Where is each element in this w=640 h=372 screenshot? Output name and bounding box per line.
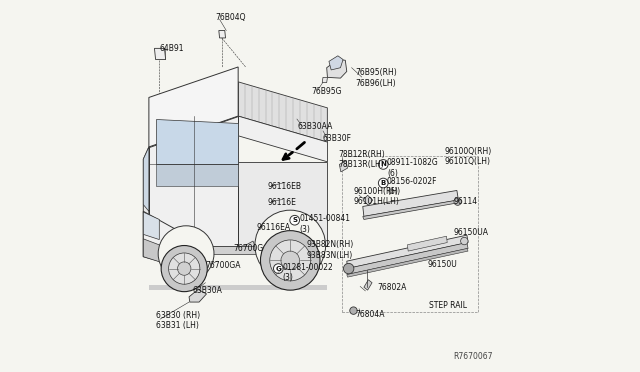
Text: 76B04Q: 76B04Q xyxy=(215,13,246,22)
Polygon shape xyxy=(246,241,255,251)
Polygon shape xyxy=(143,239,179,268)
Polygon shape xyxy=(143,147,149,257)
Text: G: G xyxy=(275,266,281,272)
Text: 63B30A: 63B30A xyxy=(193,286,223,295)
Text: 63B30F: 63B30F xyxy=(323,134,352,143)
Polygon shape xyxy=(329,56,343,70)
Text: 96116E: 96116E xyxy=(268,198,297,207)
Text: 96100H(RH)
96101H(LH): 96100H(RH) 96101H(LH) xyxy=(353,187,401,206)
Text: R7670067: R7670067 xyxy=(454,352,493,361)
Circle shape xyxy=(260,231,320,290)
Text: 96150UA: 96150UA xyxy=(453,228,488,237)
Text: 96116EA: 96116EA xyxy=(257,223,291,232)
Polygon shape xyxy=(364,280,372,290)
Text: N: N xyxy=(380,161,386,167)
Text: 76700G: 76700G xyxy=(233,244,263,253)
Polygon shape xyxy=(363,190,458,217)
Polygon shape xyxy=(149,67,238,147)
Polygon shape xyxy=(347,235,468,269)
Circle shape xyxy=(281,251,300,270)
Polygon shape xyxy=(363,195,373,205)
Circle shape xyxy=(461,237,468,245)
Polygon shape xyxy=(347,248,468,277)
Text: 08911-1082G
(6): 08911-1082G (6) xyxy=(387,158,438,178)
Polygon shape xyxy=(363,200,458,219)
Circle shape xyxy=(275,266,282,272)
Circle shape xyxy=(378,160,388,169)
Text: 01281-00022
(3): 01281-00022 (3) xyxy=(283,263,333,282)
Text: 76802A: 76802A xyxy=(378,283,406,292)
Circle shape xyxy=(344,263,354,274)
Circle shape xyxy=(158,226,214,282)
Text: 96150U: 96150U xyxy=(427,260,457,269)
Polygon shape xyxy=(322,77,328,83)
Circle shape xyxy=(378,178,388,188)
Text: 93B82N(RH)
93B83N(LH): 93B82N(RH) 93B83N(LH) xyxy=(306,240,353,260)
Circle shape xyxy=(273,264,283,273)
Polygon shape xyxy=(149,285,328,290)
Polygon shape xyxy=(238,116,328,162)
Text: 01451-00841
(3): 01451-00841 (3) xyxy=(300,214,351,234)
Polygon shape xyxy=(189,289,207,302)
Text: S: S xyxy=(292,217,297,223)
Text: 63B30 (RH)
63B31 (LH): 63B30 (RH) 63B31 (LH) xyxy=(156,311,200,330)
Text: 76B95G: 76B95G xyxy=(312,87,342,96)
Polygon shape xyxy=(339,161,348,172)
Text: STEP RAIL: STEP RAIL xyxy=(429,301,467,310)
Polygon shape xyxy=(219,31,225,38)
Circle shape xyxy=(161,246,207,292)
Circle shape xyxy=(168,253,200,284)
Text: 63B30AA: 63B30AA xyxy=(298,122,333,131)
Text: 76B95(RH)
76B96(LH): 76B95(RH) 76B96(LH) xyxy=(355,68,397,88)
Circle shape xyxy=(292,217,298,223)
Polygon shape xyxy=(298,248,308,260)
Polygon shape xyxy=(238,162,328,246)
Polygon shape xyxy=(149,116,238,246)
Text: 76700GA: 76700GA xyxy=(205,262,241,270)
Polygon shape xyxy=(156,119,238,164)
Polygon shape xyxy=(143,147,149,211)
Text: 96100Q(RH)
96101Q(LH): 96100Q(RH) 96101Q(LH) xyxy=(445,147,492,166)
Circle shape xyxy=(255,210,326,281)
Text: 96114: 96114 xyxy=(453,197,477,206)
Text: 78B12R(RH)
78B13R(LH): 78B12R(RH) 78B13R(LH) xyxy=(338,150,385,169)
Text: 64B91: 64B91 xyxy=(159,44,184,53)
Text: 76804A: 76804A xyxy=(355,310,385,319)
Circle shape xyxy=(290,215,300,225)
Text: 08156-0202F
(6): 08156-0202F (6) xyxy=(387,177,438,196)
Polygon shape xyxy=(326,60,347,78)
Text: 96116EB: 96116EB xyxy=(268,182,302,191)
Circle shape xyxy=(349,307,357,314)
Circle shape xyxy=(270,240,310,281)
Circle shape xyxy=(177,262,191,275)
Polygon shape xyxy=(156,164,238,186)
Circle shape xyxy=(454,198,461,205)
Polygon shape xyxy=(149,246,283,254)
Text: B: B xyxy=(381,180,386,186)
Polygon shape xyxy=(143,211,186,269)
Polygon shape xyxy=(143,212,159,240)
Polygon shape xyxy=(408,236,447,251)
Polygon shape xyxy=(238,82,328,142)
Polygon shape xyxy=(154,48,166,60)
Polygon shape xyxy=(347,243,468,275)
